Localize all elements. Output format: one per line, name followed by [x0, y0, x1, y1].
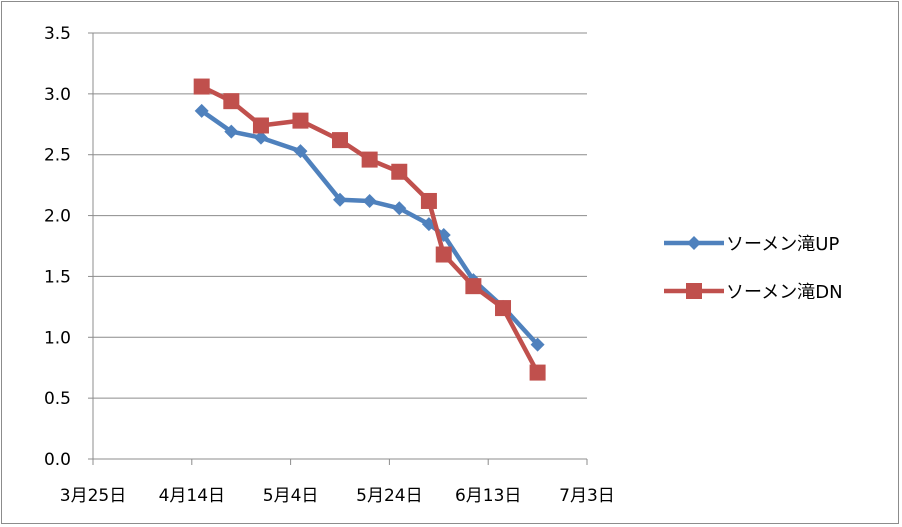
data-point: [529, 364, 546, 381]
data-point: [362, 193, 377, 208]
data-point: [530, 337, 545, 352]
data-point: [253, 130, 268, 145]
data-point: [293, 144, 308, 159]
series-line: [199, 108, 540, 347]
x-tick-labels: 3月25日 4月14日 5月4日 5月24日 6月13日 7月3日: [60, 486, 615, 506]
data-point: [193, 78, 210, 95]
legend: ソーメン滝UP ソーメン滝DN: [664, 234, 843, 303]
y-tick-label: 0.5: [44, 389, 71, 409]
data-point: [292, 112, 309, 129]
data-point: [495, 300, 512, 317]
data-point: [465, 278, 482, 295]
y-tick-label: 1.5: [44, 267, 71, 287]
legend-label: ソーメン滝DN: [726, 282, 843, 303]
series-1: [194, 103, 545, 352]
x-tick-label: 5月4日: [263, 486, 319, 506]
y-tick-labels: 0.0 0.5 1.0 1.5 2.0 2.5 3.0 3.5: [44, 24, 71, 470]
data-point: [392, 201, 407, 216]
data-point: [224, 124, 239, 139]
data-point: [332, 132, 348, 149]
x-tick-label: 3月25日: [60, 486, 126, 506]
x-tick-label: 4月14日: [159, 486, 225, 506]
y-tick-label: 3.0: [44, 85, 71, 105]
series-line: [199, 84, 540, 375]
y-tick-label: 1.0: [44, 328, 71, 348]
axes: [88, 32, 588, 465]
gridlines: [93, 32, 587, 399]
data-point: [252, 117, 269, 134]
data-point: [435, 246, 452, 263]
data-point: [391, 163, 408, 180]
y-tick-label: 0.0: [44, 450, 71, 470]
x-tick-label: 6月13日: [455, 486, 521, 506]
data-point: [686, 283, 702, 299]
series-2: [193, 78, 546, 381]
data-point: [687, 236, 701, 250]
y-tick-label: 2.5: [44, 146, 71, 166]
legend-label: ソーメン滝UP: [726, 234, 839, 255]
series: [193, 78, 546, 381]
x-tick-label: 5月24日: [356, 486, 422, 506]
data-point: [194, 103, 209, 118]
data-point: [223, 93, 240, 110]
legend-item-2: ソーメン滝DN: [664, 282, 843, 303]
legend-item-1: ソーメン滝UP: [664, 234, 839, 255]
data-point: [333, 192, 347, 207]
y-tick-label: 3.5: [44, 24, 71, 44]
x-tick-label: 7月3日: [559, 486, 615, 506]
data-point: [420, 192, 437, 209]
data-point: [361, 151, 378, 168]
y-tick-label: 2.0: [44, 207, 71, 227]
